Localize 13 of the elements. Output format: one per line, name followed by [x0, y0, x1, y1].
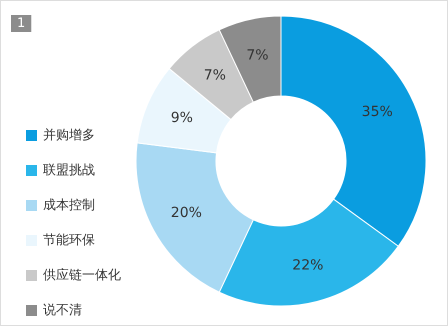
legend-label: 联盟挑战	[43, 163, 95, 178]
legend-label: 供应链一体化	[43, 267, 121, 283]
legend-label: 说不清	[43, 303, 82, 318]
data-label: 7%	[246, 48, 269, 64]
chart-title: 1	[17, 16, 26, 31]
data-label: 9%	[170, 110, 193, 126]
data-label: 20%	[170, 205, 202, 222]
data-label: 22%	[292, 258, 324, 274]
legend-label: 成本控制	[43, 198, 95, 213]
legend-label: 节能环保	[43, 233, 95, 248]
legend-label: 并购增多	[43, 128, 95, 143]
data-label: 35%	[362, 104, 393, 120]
data-label: 7%	[204, 68, 226, 84]
